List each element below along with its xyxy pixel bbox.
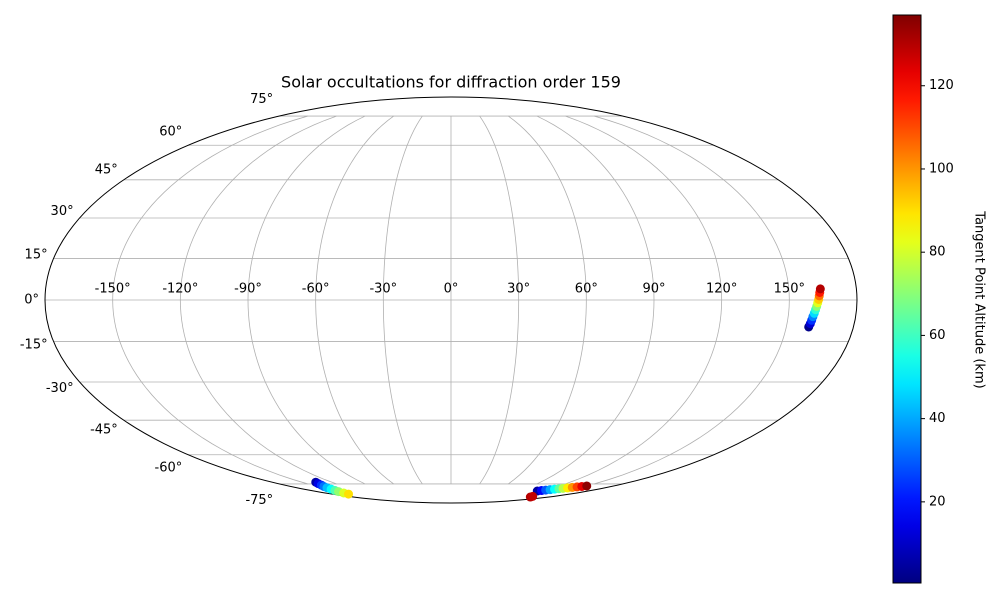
y-tick-label: -60° <box>155 460 183 475</box>
grid-line <box>508 115 587 485</box>
colorbar-tick-label: 100 <box>929 161 954 176</box>
grid-line <box>382 115 423 485</box>
x-tick-label: 60° <box>575 282 598 297</box>
colorbar-tick-label: 120 <box>929 78 954 93</box>
point <box>582 481 592 491</box>
grid-line <box>179 115 337 485</box>
y-tick-label: -45° <box>90 423 118 438</box>
map-outline <box>44 96 858 504</box>
x-tick-label: -60° <box>302 282 330 297</box>
colorbar-tick-label: 40 <box>929 411 946 426</box>
grid-line <box>247 115 366 485</box>
colorbar-ticks: 20 40 60 80 100 120 <box>921 78 954 509</box>
tick-labels: -75° -60° -45° -30° -15° 0° 15° 30° 45° 60° 75° -15… <box>20 92 805 508</box>
colorbar-tick-label: 80 <box>929 245 946 260</box>
x-tick-label: -90° <box>234 282 262 297</box>
y-tick-label: -30° <box>46 381 74 396</box>
y-tick-label: 45° <box>95 162 118 177</box>
grid <box>45 115 857 485</box>
grid-line <box>565 115 723 485</box>
point <box>815 284 825 294</box>
point <box>344 489 354 499</box>
points <box>311 284 825 502</box>
y-tick-label: 0° <box>24 293 39 308</box>
grid-line <box>594 115 790 485</box>
chart-title: Solar occultations for diffraction order… <box>281 73 621 92</box>
grid-line <box>479 115 520 485</box>
y-tick-label: 75° <box>250 92 273 107</box>
x-tick-label: 120° <box>706 282 737 297</box>
x-tick-label: 90° <box>642 282 665 297</box>
y-tick-label: -75° <box>245 493 273 508</box>
grid-line <box>112 115 308 485</box>
y-tick-label: 15° <box>25 248 48 263</box>
y-tick-label: 60° <box>159 125 182 140</box>
x-tick-label: -150° <box>95 282 131 297</box>
grid-line <box>536 115 655 485</box>
point <box>528 491 538 501</box>
x-tick-label: -120° <box>162 282 198 297</box>
x-tick-label: 30° <box>507 282 530 297</box>
colorbar <box>892 14 922 584</box>
colorbar-tick-label: 60 <box>929 328 946 343</box>
colorbar-tick-label: 20 <box>929 494 946 509</box>
y-tick-label: -15° <box>20 337 48 352</box>
x-tick-label: 0° <box>444 282 459 297</box>
x-tick-label: 150° <box>774 282 805 297</box>
x-tick-label: -30° <box>369 282 397 297</box>
colorbar-label: Tangent Point Altitude (km) <box>972 210 987 388</box>
y-tick-label: 30° <box>51 204 74 219</box>
grid-line <box>315 115 394 485</box>
